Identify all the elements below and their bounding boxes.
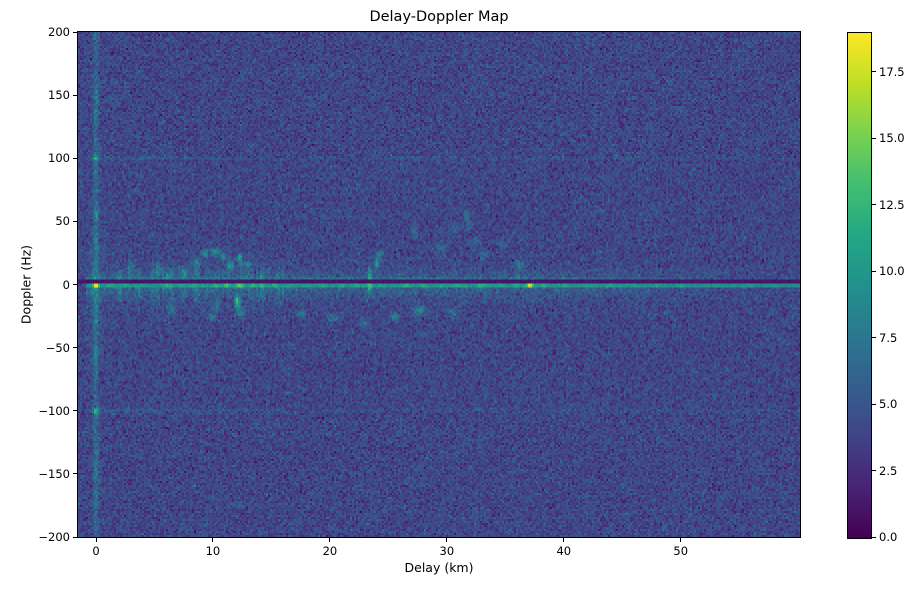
x-tick-mark	[680, 538, 682, 542]
x-tick-label: 40	[556, 544, 572, 558]
x-tick-label: 10	[205, 544, 221, 558]
x-tick-mark	[212, 538, 214, 542]
y-tick-mark	[73, 157, 77, 159]
y-tick-label: −200	[38, 530, 70, 544]
colorbar-tick-mark	[872, 137, 876, 139]
colorbar-tick-label: 7.5	[879, 330, 898, 345]
y-tick-mark	[73, 536, 77, 538]
colorbar-tick-mark	[872, 337, 876, 339]
y-tick-label: 150	[48, 88, 70, 103]
colorbar-gradient	[848, 33, 871, 538]
colorbar-tick-mark	[872, 403, 876, 405]
colorbar-tick-mark	[872, 536, 876, 538]
y-tick-label: −100	[38, 403, 70, 418]
colorbar-tick-mark	[872, 204, 876, 206]
x-tick-mark	[329, 538, 331, 542]
colorbar-tick-mark	[872, 270, 876, 272]
x-tick-mark	[95, 538, 97, 542]
x-axis-label: Delay (km)	[404, 560, 474, 575]
y-tick-label: −50	[45, 340, 70, 355]
colorbar-tick-label: 15.0	[879, 131, 905, 146]
colorbar	[847, 32, 872, 539]
x-tick-mark	[563, 538, 565, 542]
y-tick-label: −150	[38, 466, 70, 481]
x-tick-mark	[446, 538, 448, 542]
y-tick-mark	[73, 347, 77, 349]
y-tick-label: 50	[55, 214, 70, 229]
x-tick-label: 30	[439, 544, 455, 558]
y-tick-mark	[73, 473, 77, 475]
y-tick-label: 200	[48, 25, 70, 39]
chart-title: Delay-Doppler Map	[369, 9, 509, 25]
y-tick-mark	[73, 31, 77, 33]
y-tick-mark	[73, 410, 77, 412]
x-tick-label: 50	[673, 544, 689, 558]
x-tick-label: 20	[322, 544, 338, 558]
colorbar-tick-label: 10.0	[879, 264, 905, 279]
colorbar-tick-label: 5.0	[879, 397, 898, 412]
y-tick-label: 100	[48, 151, 70, 166]
y-tick-mark	[73, 94, 77, 96]
delay-doppler-heatmap	[78, 32, 800, 537]
y-tick-mark	[73, 284, 77, 285]
y-tick-label: 0	[62, 277, 70, 292]
colorbar-tick-label: 2.5	[879, 463, 898, 478]
colorbar-tick-label: 17.5	[879, 64, 905, 79]
colorbar-tick-mark	[872, 71, 876, 73]
y-tick-mark	[73, 220, 77, 222]
colorbar-tick-label: 0.0	[879, 530, 898, 544]
colorbar-tick-label: 12.5	[879, 197, 905, 212]
colorbar-tick-mark	[872, 470, 876, 472]
x-tick-label: 0	[92, 544, 100, 558]
heatmap-plot-area	[77, 31, 801, 538]
